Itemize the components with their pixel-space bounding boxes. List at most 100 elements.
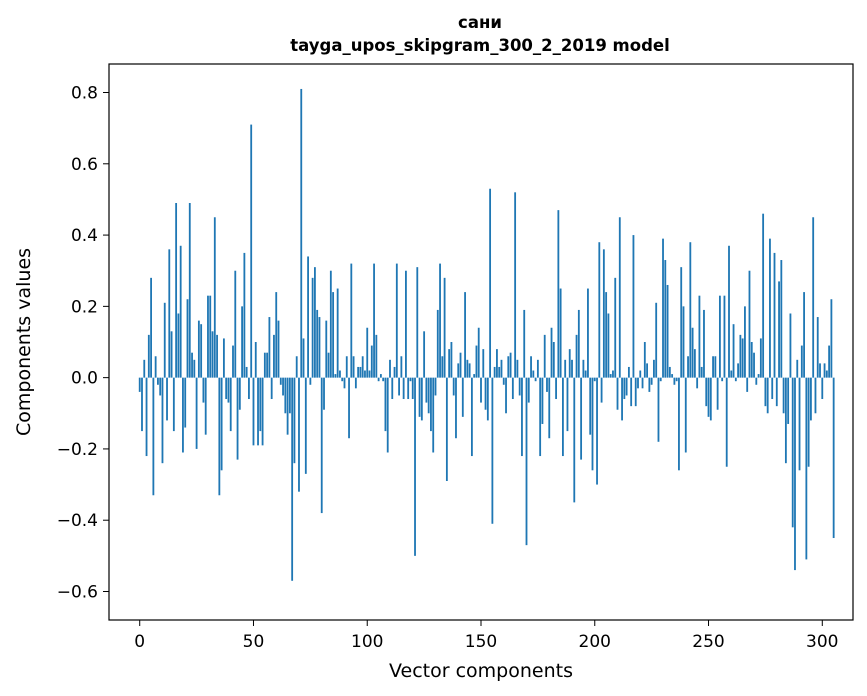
bar xyxy=(698,295,701,378)
bar xyxy=(593,377,596,382)
bar xyxy=(348,377,350,439)
bar xyxy=(810,377,812,421)
bar xyxy=(220,377,223,471)
bar xyxy=(732,324,735,378)
bar xyxy=(507,356,510,378)
bar xyxy=(168,249,171,378)
bar xyxy=(377,377,380,382)
bar xyxy=(366,327,369,378)
bar xyxy=(195,377,198,449)
x-tick-label: 0 xyxy=(134,632,145,652)
bar xyxy=(445,377,448,481)
bar xyxy=(218,377,221,496)
bar xyxy=(275,292,278,378)
bar xyxy=(807,377,810,467)
bar xyxy=(746,377,749,392)
bar xyxy=(641,377,644,389)
bar xyxy=(411,377,414,400)
plot-frame xyxy=(108,63,854,621)
bar xyxy=(707,377,710,417)
bar xyxy=(825,370,828,378)
bar xyxy=(386,377,389,453)
bar xyxy=(521,377,523,457)
bar xyxy=(368,370,371,378)
bar xyxy=(500,359,503,378)
bar xyxy=(755,377,758,385)
bar xyxy=(257,377,259,446)
bar xyxy=(161,377,164,464)
bars-group xyxy=(138,88,835,581)
bar xyxy=(568,349,571,378)
bar xyxy=(154,356,157,378)
bar xyxy=(819,363,821,378)
bar xyxy=(175,203,178,378)
bar xyxy=(671,374,674,378)
bar xyxy=(150,277,152,378)
bar xyxy=(461,377,464,417)
bar xyxy=(725,377,728,467)
bar xyxy=(789,313,792,378)
bar xyxy=(480,377,482,403)
bar xyxy=(163,302,166,378)
bar xyxy=(270,377,273,400)
bar xyxy=(298,377,300,492)
bar xyxy=(600,377,603,403)
bar xyxy=(687,356,689,378)
bar xyxy=(373,263,375,378)
bar xyxy=(259,377,262,432)
y-tick-label: −0.2 xyxy=(57,440,98,460)
bar xyxy=(138,377,141,392)
bar xyxy=(318,317,321,378)
bar xyxy=(821,377,824,400)
bar xyxy=(737,363,740,378)
bar xyxy=(582,359,585,378)
bar xyxy=(200,324,203,378)
bar xyxy=(832,377,835,539)
bar xyxy=(423,331,426,378)
bar xyxy=(673,377,676,385)
bar xyxy=(805,377,808,560)
bar xyxy=(277,320,280,378)
bar xyxy=(787,377,790,424)
bar xyxy=(648,377,651,392)
bar xyxy=(591,377,594,471)
bar xyxy=(291,377,294,581)
bar xyxy=(325,320,328,378)
bar xyxy=(409,377,412,382)
bar xyxy=(425,377,428,403)
bar xyxy=(684,377,687,453)
bar xyxy=(225,377,228,400)
bar xyxy=(341,377,344,382)
bar xyxy=(664,260,667,378)
bar xyxy=(741,338,744,378)
bar xyxy=(484,377,487,410)
bar xyxy=(532,370,535,378)
bar xyxy=(398,377,400,396)
bar xyxy=(693,349,696,378)
y-tick-label: −0.6 xyxy=(57,582,98,602)
bar xyxy=(700,366,703,378)
x-tick-label: 200 xyxy=(579,632,611,652)
bar xyxy=(627,366,630,378)
bar xyxy=(186,299,189,378)
bar xyxy=(534,377,537,382)
bar xyxy=(182,377,184,453)
bar xyxy=(548,377,551,439)
bar xyxy=(559,288,562,378)
bar xyxy=(543,334,546,378)
bar xyxy=(159,377,162,396)
bar xyxy=(359,366,362,378)
bar xyxy=(266,352,269,378)
bar xyxy=(564,359,567,378)
bar xyxy=(400,356,403,378)
bar xyxy=(316,309,319,378)
bar xyxy=(430,377,432,432)
bar xyxy=(762,213,765,378)
bar xyxy=(518,377,521,396)
bar xyxy=(311,277,314,378)
bar xyxy=(177,313,180,378)
bar xyxy=(141,377,143,432)
bar xyxy=(589,377,592,435)
bar xyxy=(320,377,323,514)
